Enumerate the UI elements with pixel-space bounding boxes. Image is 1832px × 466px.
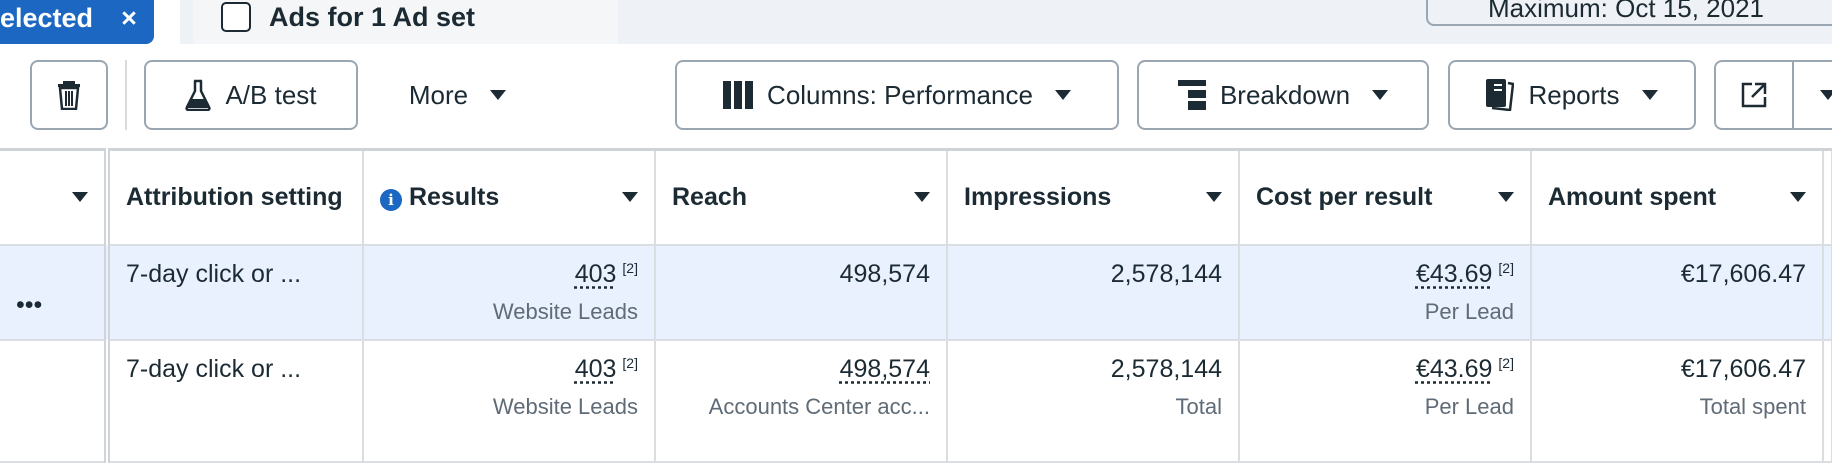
results-cell: 403 [2] Website Leads: [363, 339, 656, 463]
table-row[interactable]: 7-day click or ... 403 [2] Website Leads 4…: [0, 339, 1832, 463]
reach-sub: Accounts Center acc...: [708, 393, 930, 419]
tab-ads[interactable]: Ads for 1 Ad set: [193, 0, 618, 44]
caret-down-icon[interactable]: [1498, 192, 1514, 203]
header-label: Reach: [672, 182, 748, 211]
cpr-value[interactable]: €43.69: [1415, 259, 1493, 288]
caret-down-icon[interactable]: [72, 192, 88, 203]
caret-down-icon[interactable]: [1206, 192, 1222, 203]
header-reach[interactable]: Reach: [655, 149, 948, 246]
table-header: Attribution setting i Results Reach Impr…: [0, 149, 1832, 246]
header-label: Cost per result: [1256, 182, 1433, 211]
impressions-cell: 2,578,144: [947, 244, 1240, 341]
columns-icon: [723, 81, 754, 109]
breakdown-icon: [1177, 80, 1206, 110]
selected-pill[interactable]: elected ×: [0, 0, 154, 44]
date-label: Maximum: Oct 15, 2021: [1488, 0, 1764, 23]
footnote: [2]: [622, 259, 638, 276]
reach-cell: 498,574 Accounts Center acc...: [655, 339, 948, 463]
header-impressions[interactable]: Impressions: [947, 149, 1240, 246]
reach-cell: 498,574: [655, 244, 948, 341]
header-name[interactable]: [0, 149, 110, 246]
impressions-cell: 2,578,144 Total: [947, 339, 1240, 463]
header-overflow: [1823, 149, 1832, 246]
cpr-sub: Per Lead: [1424, 393, 1514, 419]
attribution-cell: 7-day click or ...: [107, 339, 364, 463]
more-label: More: [408, 79, 469, 110]
columns-label: Columns: Performance: [767, 79, 1033, 110]
cpr-cell: €43.69 [2] Per Lead: [1239, 244, 1532, 341]
divider: [125, 60, 127, 130]
header-cost-per-result[interactable]: Cost per result: [1239, 149, 1532, 246]
cpr-value[interactable]: €43.69: [1415, 354, 1493, 383]
spent-cell: €17,606.47 Total spent: [1531, 339, 1824, 463]
reach-value: 498,574: [839, 259, 930, 288]
reports-label: Reports: [1528, 79, 1620, 110]
attribution-cell: 7-day click or ...: [107, 244, 364, 341]
header-attribution[interactable]: Attribution setting: [107, 149, 364, 246]
columns-button[interactable]: Columns: Performance: [675, 60, 1119, 130]
spent-value: €17,606.47: [1680, 354, 1806, 383]
ads-table: Attribution setting i Results Reach Impr…: [0, 148, 1832, 463]
header-label: Amount spent: [1548, 182, 1717, 211]
delete-button[interactable]: [30, 60, 108, 130]
caret-down-icon[interactable]: [1790, 192, 1806, 203]
overflow-cell: [1823, 339, 1832, 463]
impressions-sub: Total: [1175, 393, 1222, 419]
footnote: [2]: [1498, 259, 1514, 276]
spent-sub: Total spent: [1699, 393, 1806, 419]
caret-down-icon: [1054, 90, 1071, 100]
caret-down-icon[interactable]: [914, 192, 930, 203]
impressions-value: 2,578,144: [1110, 259, 1222, 288]
reports-icon: [1486, 79, 1515, 111]
caret-down-icon: [490, 90, 507, 100]
footnote: [2]: [1498, 354, 1514, 371]
row-more-button[interactable]: •••: [0, 244, 110, 341]
row-more-cell: [0, 339, 110, 463]
footnote: [2]: [622, 354, 638, 371]
tab-label: Ads for 1 Ad set: [269, 1, 476, 32]
header-results[interactable]: i Results: [363, 149, 656, 246]
spent-value: €17,606.47: [1680, 259, 1806, 288]
impressions-value: 2,578,144: [1110, 354, 1222, 383]
export-button[interactable]: [1714, 60, 1832, 130]
ab-test-label: A/B test: [225, 79, 317, 110]
header-label: Impressions: [964, 182, 1112, 211]
close-icon[interactable]: ×: [121, 3, 137, 33]
cpr-sub: Per Lead: [1424, 298, 1514, 324]
breakdown-button[interactable]: Breakdown: [1137, 60, 1429, 130]
reports-button[interactable]: Reports: [1448, 60, 1696, 130]
results-value[interactable]: 403: [574, 259, 617, 288]
header-label: Attribution setting: [126, 182, 343, 211]
caret-down-icon[interactable]: [1820, 90, 1832, 100]
results-value[interactable]: 403: [574, 354, 617, 383]
info-icon[interactable]: i: [380, 188, 402, 211]
export-icon: [1741, 82, 1767, 108]
cpr-cell: €43.69 [2] Per Lead: [1239, 339, 1532, 463]
results-sub: Website Leads: [492, 298, 638, 324]
ab-test-button[interactable]: A/B test: [144, 60, 358, 130]
caret-down-icon[interactable]: [622, 192, 638, 203]
header-amount-spent[interactable]: Amount spent: [1531, 149, 1824, 246]
caret-down-icon: [1372, 90, 1389, 100]
results-sub: Website Leads: [492, 393, 638, 419]
results-cell: 403 [2] Website Leads: [363, 244, 656, 341]
breakdown-label: Breakdown: [1219, 79, 1351, 110]
header-label: Results: [408, 182, 500, 211]
flask-icon: [185, 79, 212, 111]
caret-down-icon: [1641, 90, 1658, 100]
selected-label: elected: [0, 3, 94, 33]
reach-value[interactable]: 498,574: [839, 354, 930, 383]
more-button[interactable]: More: [390, 60, 525, 130]
checkbox[interactable]: [221, 2, 251, 32]
date-range-button[interactable]: Maximum: Oct 15, 2021: [1426, 0, 1832, 26]
table-row[interactable]: ••• 7-day click or ... 403 [2] Website Lea…: [0, 244, 1832, 341]
trash-icon: [58, 81, 80, 110]
split-divider: [1792, 62, 1794, 128]
spent-cell: €17,606.47: [1531, 244, 1824, 341]
overflow-cell: [1823, 244, 1832, 341]
